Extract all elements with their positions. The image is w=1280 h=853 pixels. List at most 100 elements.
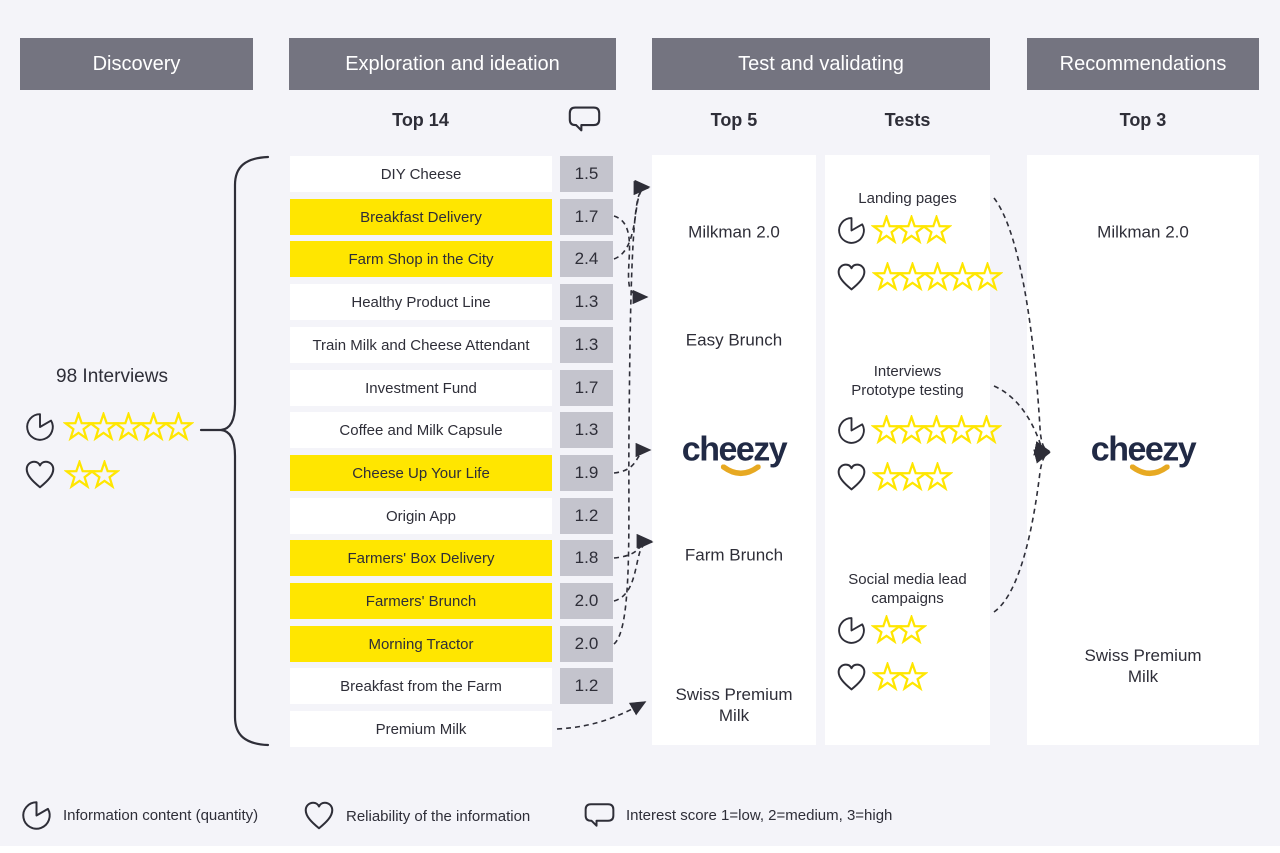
- smile-icon: [1129, 464, 1170, 477]
- heart-icon: [837, 463, 866, 491]
- idea-interest-score: 1.7: [560, 199, 613, 235]
- idea-row: Farmers' Brunch: [290, 583, 552, 619]
- cheezy-logo: cheezy: [1090, 430, 1197, 477]
- star-icon: [64, 459, 95, 489]
- pie-icon: [838, 417, 865, 444]
- idea-row: Premium Milk: [290, 711, 552, 747]
- idea-row: Morning Tractor: [290, 626, 552, 662]
- star-icon: [946, 415, 977, 445]
- star-rating: [64, 459, 120, 491]
- star-rating: [63, 411, 194, 443]
- idea-interest-score: 1.2: [560, 498, 613, 534]
- subhead-top14: Top 14: [392, 110, 449, 130]
- legend-item: Reliability of the information: [302, 799, 530, 833]
- star-icon: [921, 415, 952, 445]
- test-title: Social media lead campaigns: [848, 571, 967, 607]
- cheezy-logo: cheezy: [681, 430, 788, 477]
- idea-interest-score: 1.2: [560, 668, 613, 704]
- idea-label: Premium Milk: [375, 720, 467, 738]
- idea-row: Cheese Up Your Life: [290, 455, 552, 491]
- idea-interest-score: 2.4: [560, 241, 613, 277]
- legend-label: Information content (quantity): [63, 807, 259, 824]
- arrow-cheese-up-cheezy: [613, 442, 652, 474]
- arrow-farmers-box-farm-brunch: [613, 533, 653, 559]
- legend-item: Information content (quantity): [20, 799, 258, 832]
- star-icon: [163, 411, 194, 441]
- star-icon: [897, 262, 928, 292]
- heart-icon: [837, 263, 866, 291]
- idea-interest-score: 1.7: [560, 370, 613, 406]
- star-icon: [897, 462, 928, 492]
- cheezy-logo-text: cheezy: [1090, 430, 1197, 469]
- concept-label: Milkman 2.0: [688, 222, 780, 242]
- star-icon: [872, 262, 903, 292]
- idea-interest-score: 2.0: [560, 583, 613, 619]
- idea-row: Healthy Product Line: [290, 284, 552, 320]
- pie-icon: [838, 617, 865, 644]
- idea-row: Investment Fund: [290, 370, 552, 406]
- concept-label: Swiss Premium Milk: [675, 684, 793, 725]
- idea-row: Breakfast Delivery: [290, 199, 552, 235]
- stage-exploration: Exploration and ideation: [289, 38, 616, 90]
- star-rating: [872, 262, 1003, 293]
- arrow-premium-milk-swiss-premium: [556, 701, 647, 730]
- idea-label: Cheese Up Your Life: [352, 464, 490, 482]
- idea-label: Breakfast Delivery: [360, 208, 482, 226]
- arrow-breakfast-delivery-easy-brunch: [613, 215, 649, 305]
- star-rating: [871, 615, 927, 646]
- idea-row: Train Milk and Cheese Attendant: [290, 327, 552, 363]
- arrow-farm-shop-milkman: [613, 180, 650, 260]
- idea-interest-score: 1.3: [560, 412, 613, 448]
- test-reliability-rating: [835, 661, 928, 694]
- star-icon: [872, 462, 903, 492]
- star-icon: [971, 415, 1002, 445]
- idea-label: DIY Cheese: [380, 165, 462, 183]
- star-icon: [872, 662, 903, 692]
- heart-icon: [304, 801, 334, 830]
- star-icon: [972, 262, 1003, 292]
- interviews-count-label: 98 Interviews: [56, 366, 168, 387]
- star-icon: [922, 462, 953, 492]
- bottom-strip: [0, 846, 1280, 853]
- legend-label: Reliability of the information: [346, 807, 531, 825]
- idea-interest-score: 2.0: [560, 626, 613, 662]
- star-rating: [871, 415, 1002, 446]
- star-icon: [896, 215, 927, 245]
- idea-row: Breakfast from the Farm: [290, 668, 552, 704]
- idea-row: Origin App: [290, 498, 552, 534]
- star-icon: [871, 215, 902, 245]
- idea-label: Farmers' Brunch: [365, 592, 477, 610]
- idea-label: Morning Tractor: [368, 635, 474, 653]
- discovery-reliability-rating: [23, 458, 120, 492]
- test-quantity-rating: [836, 215, 952, 246]
- idea-row: Coffee and Milk Capsule: [290, 412, 552, 448]
- recommendations-panel: [1027, 155, 1259, 745]
- star-icon: [871, 615, 902, 645]
- star-icon: [63, 411, 94, 441]
- pie-icon: [26, 413, 54, 441]
- idea-label: Origin App: [385, 507, 457, 525]
- star-rating: [872, 462, 953, 493]
- legend-item: Interest score 1=low, 2=medium, 3=high: [583, 799, 892, 832]
- pie-icon: [22, 801, 51, 830]
- heart-icon: [25, 460, 55, 489]
- star-icon: [922, 262, 953, 292]
- idea-row: Farm Shop in the City: [290, 241, 552, 277]
- star-icon: [871, 415, 902, 445]
- star-icon: [89, 459, 120, 489]
- idea-interest-score: 1.8: [560, 540, 613, 576]
- test-reliability-rating: [835, 261, 1003, 294]
- arrow-farmers-brunch-farm-brunch: [613, 534, 654, 602]
- idea-label: Coffee and Milk Capsule: [339, 421, 503, 439]
- idea-label: Investment Fund: [365, 379, 477, 397]
- idea-label: Farm Shop in the City: [348, 250, 494, 268]
- concept-label: Milkman 2.0: [1097, 222, 1189, 242]
- idea-interest-score: 1.3: [560, 327, 613, 363]
- tests-panel: [825, 155, 990, 745]
- cheezy-logo-text: cheezy: [681, 430, 788, 469]
- idea-interest-score: 1.5: [560, 156, 613, 192]
- idea-row: DIY Cheese: [290, 156, 552, 192]
- speech-bubble-icon: [568, 106, 601, 132]
- idea-label: Farmers' Box Delivery: [347, 549, 495, 567]
